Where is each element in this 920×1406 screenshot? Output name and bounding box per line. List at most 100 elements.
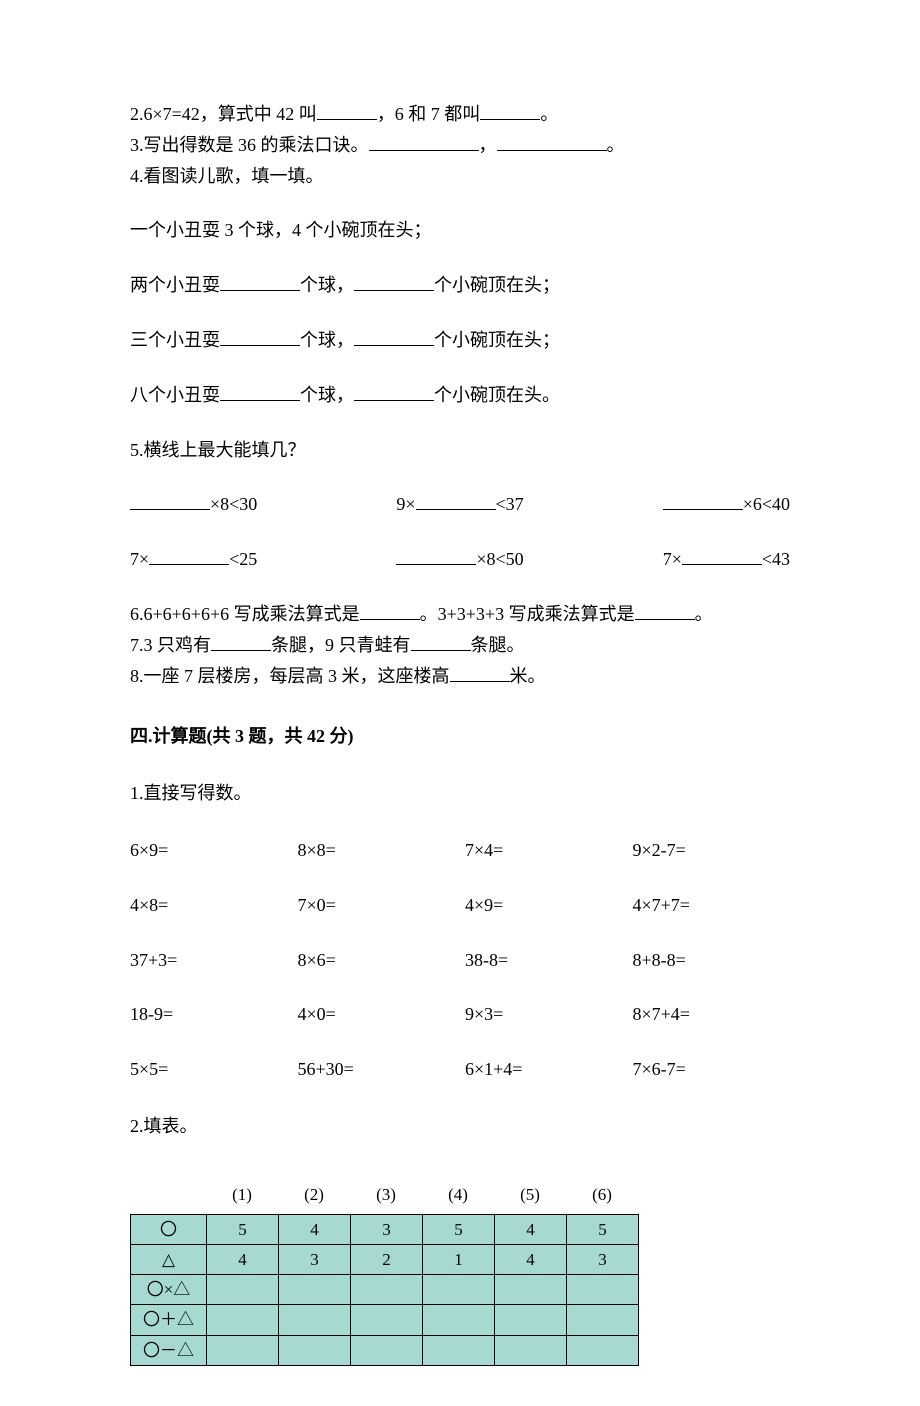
inequality-item: 9×<37 (396, 490, 523, 519)
q3-suffix: 。 (607, 135, 625, 155)
blank (663, 492, 743, 510)
col-header: (4) (422, 1181, 494, 1208)
q2-mid: ，6 和 7 都叫 (377, 104, 481, 124)
q4-line4b: 个球， (300, 385, 354, 405)
inequality-item: ×6<40 (663, 490, 790, 519)
fill-table: 〇 5 4 3 5 4 5 △ 4 3 2 1 4 3 〇×△ 〇＋△ 〇－△ (130, 1214, 639, 1366)
blank (354, 273, 434, 291)
table-cell-empty (351, 1335, 423, 1365)
q7-suffix: 条腿。 (471, 635, 525, 655)
question-4-title: 4.看图读儿歌，填一填。 (130, 162, 790, 191)
question-8: 8.一座 7 层楼房，每层高 3 米，这座楼高 米。 (130, 662, 790, 691)
inequality-item: 7× <43 (663, 545, 790, 574)
row-head-add: 〇＋△ (131, 1305, 207, 1335)
row-head-circle: 〇 (131, 1214, 207, 1244)
table-col-headers: (1) (2) (3) (4) (5) (6) (206, 1181, 790, 1208)
q2-suffix: 。 (540, 104, 558, 124)
q4-line2a: 两个小丑耍 (130, 275, 220, 295)
calc-grid: 6×9= 8×8= 7×4= 9×2-7= 4×8= 7×0= 4×9= 4×7… (130, 836, 790, 1084)
blank (220, 328, 300, 346)
calc-item: 4×8= (130, 891, 288, 920)
calc-item: 8×8= (298, 836, 456, 865)
table-cell-empty (423, 1335, 495, 1365)
calc-item: 7×0= (298, 891, 456, 920)
table-cell-empty (495, 1335, 567, 1365)
ineq-text: ×8<50 (476, 549, 523, 569)
blank (354, 383, 434, 401)
blank (369, 133, 479, 151)
table-cell: 3 (351, 1214, 423, 1244)
inequality-item: ×8<30 (130, 490, 257, 519)
section-4-header: 四.计算题(共 3 题，共 42 分) (130, 722, 790, 751)
calc-item: 18-9= (130, 1000, 288, 1029)
table-cell-empty (207, 1335, 279, 1365)
inequality-item: 7×<25 (130, 545, 257, 574)
calc-item: 56+30= (298, 1055, 456, 1084)
q3-sep: ， (479, 135, 497, 155)
table-cell-empty (567, 1335, 639, 1365)
table-cell-empty (207, 1275, 279, 1305)
table-cell: 4 (495, 1245, 567, 1275)
question-2: 2.6×7=42，算式中 42 叫 ，6 和 7 都叫 。 (130, 100, 790, 129)
calc-item: 6×9= (130, 836, 288, 865)
table-cell: 3 (279, 1245, 351, 1275)
table-row: 〇 5 4 3 5 4 5 (131, 1214, 639, 1244)
table-cell-empty (423, 1305, 495, 1335)
table-row: 〇＋△ (131, 1305, 639, 1335)
q7-mid: 条腿，9 只青蛙有 (271, 635, 411, 655)
q8-suffix: 米。 (510, 666, 546, 686)
table-row: △ 4 3 2 1 4 3 (131, 1245, 639, 1275)
ineq-text: 7× (663, 549, 682, 569)
calc-item: 4×9= (465, 891, 623, 920)
ineq-text: ×6<40 (743, 494, 790, 514)
table-cell: 5 (567, 1214, 639, 1244)
blank (396, 547, 476, 565)
blank (635, 602, 695, 620)
ineq-text: <43 (762, 549, 790, 569)
table-cell-empty (351, 1275, 423, 1305)
q2-prefix: 2.6×7=42，算式中 42 叫 (130, 104, 317, 124)
table-cell-empty (351, 1305, 423, 1335)
table-row: 〇－△ (131, 1335, 639, 1365)
blank (211, 633, 271, 651)
blank (220, 273, 300, 291)
q8-prefix: 8.一座 7 层楼房，每层高 3 米，这座楼高 (130, 666, 450, 686)
table-cell: 4 (495, 1214, 567, 1244)
ineq-text: ×8<30 (210, 494, 257, 514)
table-cell-empty (207, 1305, 279, 1335)
calc1-title: 1.直接写得数。 (130, 779, 790, 808)
row-head-sub: 〇－△ (131, 1335, 207, 1365)
calc-item: 9×2-7= (633, 836, 791, 865)
question-7: 7.3 只鸡有条腿，9 只青蛙有条腿。 (130, 631, 790, 660)
inequality-row-2: 7×<25 ×8<50 7× <43 (130, 545, 790, 574)
q4-line3: 三个小丑耍个球，个小碗顶在头； (130, 326, 790, 355)
row-head-mult: 〇×△ (131, 1275, 207, 1305)
calc-item: 38-8= (465, 946, 623, 975)
q4-line4: 八个小丑耍个球，个小碗顶在头。 (130, 381, 790, 410)
calc-item: 9×3= (465, 1000, 623, 1029)
q4-line3b: 个球， (300, 330, 354, 350)
col-header: (2) (278, 1181, 350, 1208)
table-cell-empty (279, 1335, 351, 1365)
blank (416, 492, 496, 510)
inequality-row-1: ×8<30 9×<37 ×6<40 (130, 490, 790, 519)
calc-item: 4×0= (298, 1000, 456, 1029)
q3-prefix: 3.写出得数是 36 的乘法口诀。 (130, 135, 369, 155)
blank (354, 328, 434, 346)
blank (411, 633, 471, 651)
q4-line3c: 个小碗顶在头； (434, 330, 560, 350)
blank (149, 547, 229, 565)
q6-suffix: 。 (695, 604, 713, 624)
table-cell-empty (279, 1275, 351, 1305)
ineq-text: <37 (496, 494, 524, 514)
table-cell: 3 (567, 1245, 639, 1275)
calc-item: 6×1+4= (465, 1055, 623, 1084)
col-header: (3) (350, 1181, 422, 1208)
calc-item: 8×7+4= (633, 1000, 791, 1029)
blank (317, 102, 377, 120)
question-6: 6.6+6+6+6+6 写成乘法算式是。3+3+3+3 写成乘法算式是。 (130, 600, 790, 629)
blank (682, 547, 762, 565)
blank (450, 664, 510, 682)
calc-item: 8+8-8= (633, 946, 791, 975)
table-cell: 5 (207, 1214, 279, 1244)
